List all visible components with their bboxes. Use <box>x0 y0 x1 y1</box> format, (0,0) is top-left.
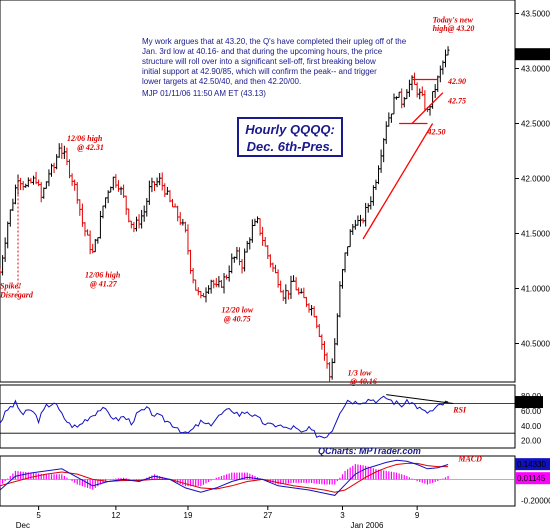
macd-last-label-bg <box>515 458 550 471</box>
watermark: QCharts: MPTrader.com <box>318 446 421 456</box>
x-month-label: Jan 2006 <box>350 521 383 530</box>
price-tick-label: 41.5000 <box>521 230 550 239</box>
chart-title-box <box>237 117 343 157</box>
commentary-line: Jan. 3rd low at 40.16- and that during t… <box>142 47 383 56</box>
price-panel-frame <box>0 0 516 383</box>
price-tick-label: 41.0000 <box>521 285 550 294</box>
commentary-line: lower targets at 42.50/40, and then 42.2… <box>142 77 301 86</box>
signal-last-label-bg <box>515 472 550 485</box>
annotation: 1/3 low <box>348 368 372 377</box>
rsi-last-label-bg <box>515 396 543 409</box>
rsi-tick-label: 60.00 <box>521 407 542 416</box>
x-tick-label: 9 <box>415 511 420 520</box>
last-price-label: 43.1300 <box>518 50 547 59</box>
rsi-panel-frame <box>0 384 516 449</box>
chart-title-line-2: Dec. 6th-Pres. <box>247 139 334 154</box>
rsi-last-label: 72.32 <box>518 398 539 407</box>
annotation: 12/20 low <box>221 306 253 315</box>
macd-line <box>0 459 449 496</box>
x-tick-label: 19 <box>184 511 193 520</box>
annotation: 42.75 <box>447 97 466 106</box>
annotation: Today's new <box>433 15 474 24</box>
annotation: @ 40.75 <box>224 315 251 324</box>
annotation: @ 40.16 <box>350 377 377 386</box>
annotation: @ 42.31 <box>77 143 104 152</box>
signal-last-label: 0.01145 <box>517 474 546 483</box>
annotation: high@ 43.20 <box>433 24 475 33</box>
x-tick-label: 5 <box>36 511 41 520</box>
rsi-tick-label: 40.00 <box>521 422 542 431</box>
trendline <box>411 92 444 124</box>
annotation: 42.90 <box>447 77 466 86</box>
macd-tick-label: -0.20000 <box>521 497 550 506</box>
commentary-line: My work argues that at 43.20, the Q's ha… <box>142 37 407 46</box>
macd-label: MACD <box>457 454 482 463</box>
macd-last-label: 0.14330 <box>517 460 546 469</box>
x-tick-label: 27 <box>263 511 272 520</box>
price-tick-label: 42.5000 <box>521 120 550 129</box>
rsi-label: RSI <box>452 405 467 414</box>
macd-signal-line <box>0 462 449 493</box>
commentary-note: My work argues that at 43.20, the Q's ha… <box>142 37 407 98</box>
x-tick-label: 12 <box>111 511 120 520</box>
x-month-label: Dec <box>16 521 30 530</box>
x-tick-label: 3 <box>340 511 345 520</box>
commentary-line: structure will roll over into a signific… <box>142 57 376 66</box>
price-tick-label: 43.5000 <box>521 10 550 19</box>
price-tick-label: 40.5000 <box>521 340 550 349</box>
rsi-line <box>0 395 449 439</box>
commentary-line: initial support at 42.90/85, which will … <box>142 67 377 76</box>
rsi-tick-label: 20.00 <box>521 437 542 446</box>
chart-title-line-1: Hourly QQQQ: <box>245 122 335 137</box>
annotation: Disregard <box>0 290 34 299</box>
annotation: 42.50 <box>426 128 445 137</box>
last-price-label-bg <box>515 48 550 61</box>
annotation: 12/06 high <box>85 271 121 280</box>
annotation: 12/06 high <box>67 134 103 143</box>
trendline <box>362 123 434 240</box>
annotation: Spike! <box>0 282 21 291</box>
price-tick-label: 43.0000 <box>521 65 550 74</box>
rsi-divergence-line <box>386 394 454 405</box>
annotation: @ 41.27 <box>90 279 118 288</box>
price-tick-label: 42.0000 <box>521 175 550 184</box>
commentary-signature: MJP 01/11/06 11:50 AM ET (43.13) <box>142 89 266 98</box>
